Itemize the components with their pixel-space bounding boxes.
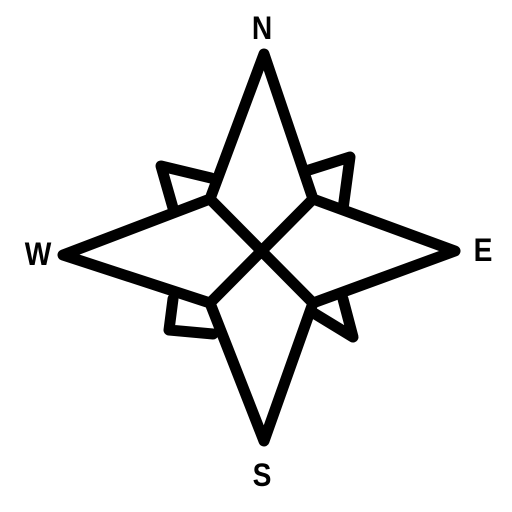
south-label: S xyxy=(252,457,272,493)
southeast-point xyxy=(306,293,359,343)
inner-line-ne-sw xyxy=(204,193,319,309)
northwest-point xyxy=(155,160,217,214)
east-label: E xyxy=(473,232,493,268)
main-star xyxy=(57,48,461,447)
northeast-point xyxy=(303,151,356,215)
west-label: W xyxy=(24,236,52,272)
north-label: N xyxy=(251,10,273,46)
southwest-point xyxy=(163,293,219,340)
